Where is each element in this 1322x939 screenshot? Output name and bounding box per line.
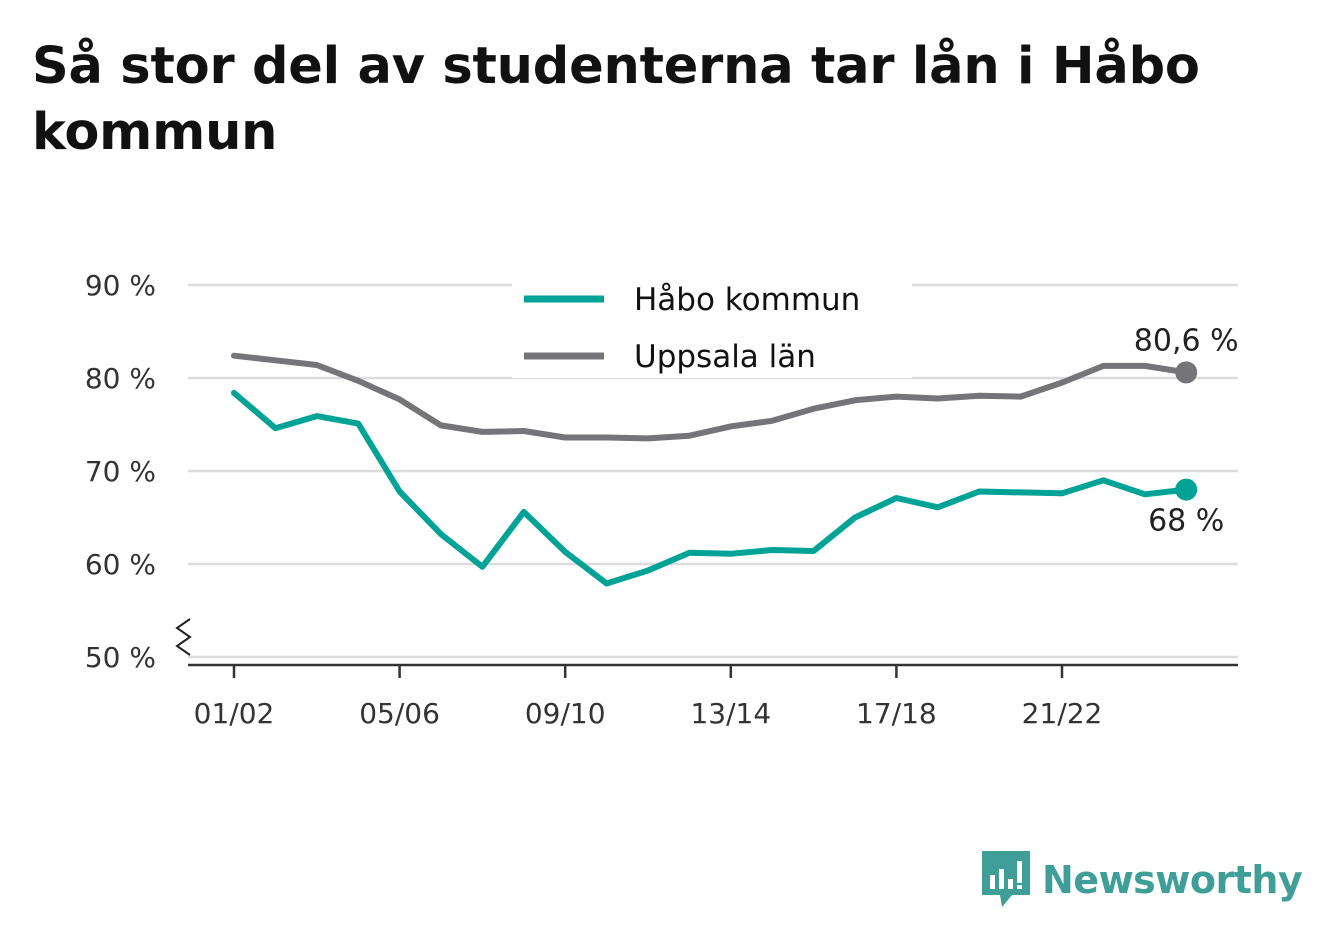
chart-title: Så stor del av studenterna tar lån i Håb… xyxy=(32,37,1200,162)
series-end-point xyxy=(1175,361,1198,384)
legend-background xyxy=(512,272,912,378)
series-end-label: 80,6 % xyxy=(1134,323,1239,358)
x-axis: 01/02 05/06 09/10 13/14 17/18 21/22 xyxy=(188,663,1238,730)
legend-label: Håbo kommun xyxy=(634,282,860,318)
series-end-point xyxy=(1175,478,1198,501)
x-tick-label: 09/10 xyxy=(525,697,606,730)
series-line xyxy=(231,389,1190,587)
series-end-markers: 68 % 80,6 % xyxy=(1134,323,1239,538)
brand-logo: Newsworthy xyxy=(980,847,1303,913)
axis-break-icon xyxy=(175,618,192,656)
series-lines xyxy=(231,352,1190,587)
y-axis-ticks: 90 % 80 % 70 % 60 % 50 % xyxy=(85,269,192,674)
series-end-label: 68 % xyxy=(1148,504,1224,539)
y-tick-label: 60 % xyxy=(85,548,156,581)
y-tick-label: 50 % xyxy=(85,641,156,674)
x-tick-label: 13/14 xyxy=(690,697,771,730)
legend-label: Uppsala län xyxy=(634,339,816,375)
newsworthy-logo-icon xyxy=(980,847,1032,913)
x-tick-label: 21/22 xyxy=(1022,697,1103,730)
legend: Håbo kommun Uppsala län xyxy=(512,272,912,378)
x-tick-label: 01/02 xyxy=(194,697,275,730)
x-tick-label: 17/18 xyxy=(856,697,937,730)
y-tick-label: 90 % xyxy=(85,269,156,302)
brand-name: Newsworthy xyxy=(1042,858,1303,902)
x-tick-label: 05/06 xyxy=(359,697,440,730)
y-tick-label: 70 % xyxy=(85,455,156,488)
series-line xyxy=(231,352,1190,442)
y-tick-label: 80 % xyxy=(85,362,156,395)
